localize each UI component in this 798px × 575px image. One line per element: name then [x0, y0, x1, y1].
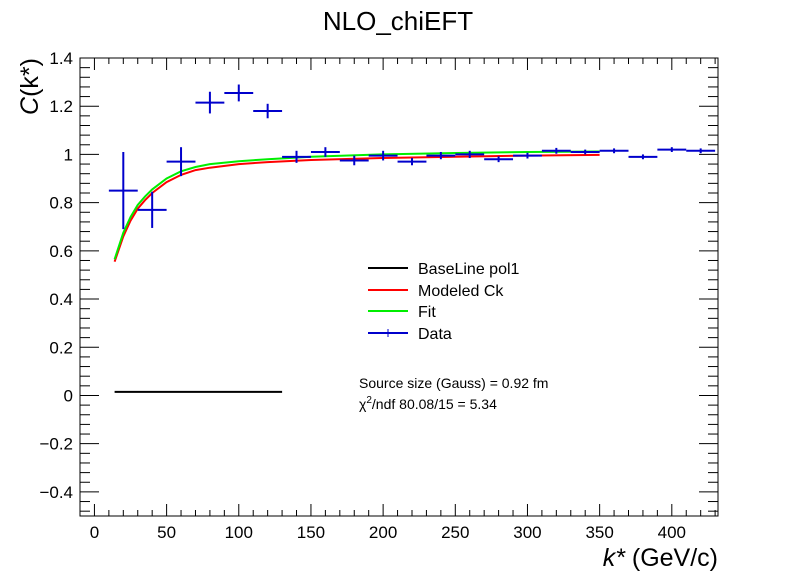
chi2-rest: /ndf 80.08/15 = 5.34: [372, 396, 497, 412]
data-point: [484, 156, 514, 163]
x-axis-title-unit: (GeV/c): [625, 544, 718, 572]
data-point: [541, 147, 571, 154]
data-point: [368, 150, 398, 161]
data-point: [310, 147, 340, 157]
chi2-annotation: χ2/ndf 80.08/15 = 5.34: [359, 395, 497, 412]
y-tick-label: 1.2: [49, 97, 73, 116]
data-point: [195, 91, 225, 114]
x-tick-label: 150: [297, 523, 325, 542]
y-axis-title-argument: (k*): [16, 58, 44, 97]
y-axis-title-symbol: C: [16, 96, 44, 115]
data-point: [282, 150, 311, 163]
legend-entry: BaseLine pol1: [368, 261, 520, 278]
data-point: [253, 103, 283, 119]
axis-titles: k* (GeV/c) C(k*): [16, 58, 718, 572]
legend-label: Modeled Ck: [418, 283, 504, 300]
data-point: [339, 155, 369, 166]
x-tick-label: 200: [369, 523, 397, 542]
data-point: [686, 148, 716, 154]
y-tick-label: 0.4: [49, 290, 73, 309]
chart-title: NLO_chiEFT: [323, 6, 473, 36]
legend-label: Fit: [418, 304, 436, 321]
y-axis-title: C(k*): [16, 58, 44, 115]
legend-entry: Modeled Ck: [368, 283, 504, 300]
axis-ticks: 0 50 100 150 200 250 300 350 400 −0.4 −0.2 0 0.2 0.4 0…: [39, 49, 718, 542]
x-tick-label: 250: [441, 523, 469, 542]
x-tick-label: 300: [513, 523, 541, 542]
y-tick-label: −0.2: [39, 435, 73, 454]
data-point: [166, 147, 196, 177]
legend: BaseLine pol1 Modeled Ck Fit Data: [368, 261, 520, 343]
annotations: Source size (Gauss) = 0.92 fm χ2/ndf 80.…: [359, 375, 548, 412]
y-tick-label: 0: [64, 386, 73, 405]
data-point: [426, 152, 456, 160]
data-point: [628, 154, 658, 160]
x-tick-label: 350: [585, 523, 613, 542]
plot-frame: [79, 57, 719, 517]
data-point: [224, 84, 254, 102]
y-tick-label: 1: [64, 145, 73, 164]
y-tick-label: 0.2: [49, 338, 73, 357]
legend-entry: Data: [368, 326, 452, 343]
data-point: [570, 149, 600, 155]
series-line-fit: [113, 150, 600, 260]
x-axis-title-symbol: k*: [603, 544, 627, 572]
data-point: [397, 158, 427, 166]
source-size-annotation: Source size (Gauss) = 0.92 fm: [359, 375, 548, 391]
x-tick-label: 400: [658, 523, 686, 542]
x-tick-label: 0: [90, 523, 99, 542]
data-point: [599, 148, 629, 154]
x-axis-title: k* (GeV/c): [603, 544, 718, 572]
data-point: [657, 147, 687, 153]
y-tick-label: 0.6: [49, 242, 73, 261]
curves-layer: [113, 150, 600, 263]
data-point: [108, 152, 138, 230]
data-point: [455, 150, 485, 159]
series-line-modeled-ck: [113, 153, 600, 263]
data-points-layer: [108, 84, 716, 230]
y-tick-label: 0.8: [49, 194, 73, 213]
x-tick-label: 50: [157, 523, 176, 542]
x-tick-label: 100: [225, 523, 253, 542]
legend-label: BaseLine pol1: [418, 261, 520, 278]
legend-entry: Fit: [368, 304, 436, 321]
legend-label: Data: [418, 326, 452, 343]
data-point: [513, 152, 542, 159]
chi2-superscript: 2: [366, 395, 372, 406]
chi2-symbol: χ: [359, 396, 367, 412]
y-tick-label: 1.4: [49, 49, 73, 68]
data-point: [137, 191, 167, 228]
y-tick-label: −0.4: [39, 483, 73, 502]
